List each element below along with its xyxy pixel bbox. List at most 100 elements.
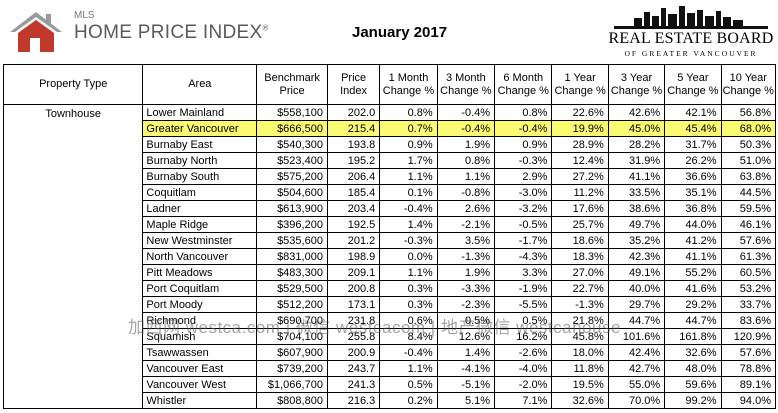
value-cell: 215.4 [326, 120, 381, 137]
value-cell: 41.1% [607, 168, 666, 185]
table-row: Ladner $613,900 203.4 -0.4% 2.6% -3.2% 17.6% 38… [4, 200, 777, 217]
area-cell: Greater Vancouver [142, 120, 258, 137]
value-cell: $704,100 [256, 328, 328, 345]
value-cell: 57.6% [720, 232, 777, 249]
value-cell: 44.0% [664, 216, 722, 233]
value-cell: -2.0% [494, 376, 553, 393]
value-cell: 55.2% [664, 264, 722, 281]
column-header: Property Type [2, 64, 144, 105]
value-cell: 57.6% [720, 344, 777, 361]
value-cell: -0.4% [436, 120, 496, 137]
value-cell: 216.3 [326, 392, 381, 409]
value-cell: 35.2% [607, 232, 666, 249]
value-cell: 11.2% [551, 184, 609, 201]
value-cell: 0.8% [379, 104, 438, 121]
value-cell: $613,900 [256, 200, 328, 217]
table-body: Townhouse Lower Mainland $558,100 202.0 0.8%… [2, 104, 777, 409]
value-cell: -0.4% [379, 200, 438, 217]
value-cell: 46.1% [720, 216, 777, 233]
value-cell: 44.7% [607, 312, 666, 329]
column-header: 10 Year Change % [720, 64, 777, 105]
board-subtitle: OF GREATER VANCOUVER [624, 49, 758, 58]
value-cell: 0.3% [379, 280, 438, 297]
value-cell: 0.0% [379, 248, 438, 265]
value-cell: -0.4% [379, 344, 438, 361]
value-cell: 5.1% [436, 392, 496, 409]
value-cell: 209.1 [326, 264, 381, 281]
value-cell: 41.6% [664, 280, 722, 297]
value-cell: 48.0% [664, 360, 722, 377]
value-cell: 120.9% [720, 328, 777, 345]
value-cell: -4.0% [494, 360, 553, 377]
value-cell: 1.9% [436, 136, 496, 153]
value-cell: -0.8% [436, 184, 496, 201]
value-cell: -0.5% [494, 216, 553, 233]
value-cell: 0.8% [494, 104, 553, 121]
area-cell: Richmond [142, 312, 258, 329]
value-cell: 0.5% [436, 312, 496, 329]
value-cell: 18.6% [551, 232, 609, 249]
value-cell: 1.1% [379, 360, 438, 377]
value-cell: 7.1% [494, 392, 553, 409]
value-cell: $535,600 [256, 232, 328, 249]
value-cell: 243.7 [326, 360, 381, 377]
value-cell: 241.3 [326, 376, 381, 393]
value-cell: 83.6% [720, 312, 777, 329]
value-cell: 206.4 [326, 168, 381, 185]
value-cell: 99.2% [664, 392, 722, 409]
value-cell: 59.5% [720, 200, 777, 217]
value-cell: -1.3% [551, 296, 609, 313]
value-cell: 31.9% [607, 152, 666, 169]
area-cell: Maple Ridge [142, 216, 258, 233]
value-cell: 19.9% [551, 120, 609, 137]
area-cell: Coquitlam [142, 184, 258, 201]
value-cell: 12.6% [436, 328, 496, 345]
value-cell: 195.2 [326, 152, 381, 169]
value-cell: $666,500 [256, 120, 328, 137]
value-cell: 50.3% [720, 136, 777, 153]
value-cell: $540,300 [256, 136, 328, 153]
value-cell: -2.1% [436, 216, 496, 233]
value-cell: 61.3% [720, 248, 777, 265]
mls-title: HOME PRICE INDEX® [74, 22, 269, 43]
value-cell: 0.5% [379, 376, 438, 393]
house-logo-icon [10, 12, 62, 52]
value-cell: 41.2% [664, 232, 722, 249]
value-cell: -5.5% [494, 296, 553, 313]
value-cell: 1.1% [379, 264, 438, 281]
value-cell: $690,700 [256, 312, 328, 329]
value-cell: 8.4% [379, 328, 438, 345]
value-cell: 203.4 [326, 200, 381, 217]
area-cell: Pitt Meadows [142, 264, 258, 281]
value-cell: 16.2% [494, 328, 553, 345]
table-row: Townhouse Lower Mainland $558,100 202.0 0.8%… [2, 104, 777, 409]
value-cell: 40.0% [607, 280, 666, 297]
value-cell: $558,100 [256, 104, 328, 121]
value-cell: 0.1% [379, 184, 438, 201]
area-cell: Lower Mainland [142, 104, 258, 121]
table-row: Vancouver East $739,200 243.7 1.1% -4.1% -4.0… [4, 360, 777, 377]
value-cell: $739,200 [256, 360, 328, 377]
area-cell: Burnaby East [142, 136, 258, 153]
column-header: 1 Year Change % [551, 64, 609, 105]
value-cell: 255.8 [326, 328, 381, 345]
value-cell: -3.2% [494, 200, 553, 217]
value-cell: 56.8% [720, 104, 777, 121]
value-cell: 32.6% [664, 344, 722, 361]
value-cell: 201.2 [326, 232, 381, 249]
value-cell: 78.8% [720, 360, 777, 377]
area-cell: Burnaby North [142, 152, 258, 169]
value-cell: -4.3% [494, 248, 553, 265]
value-cell: 2.9% [494, 168, 553, 185]
city-skyline-icon [614, 6, 768, 29]
value-cell: 45.4% [664, 120, 722, 137]
table-row: Port Coquitlam $529,500 200.8 0.3% -3.3% -1.9… [4, 280, 777, 297]
value-cell: -1.9% [494, 280, 553, 297]
value-cell: -1.3% [436, 248, 496, 265]
value-cell: 27.2% [551, 168, 609, 185]
value-cell: 22.6% [551, 104, 609, 121]
hpi-table: Property Type Area Benchmark Price Price… [2, 64, 777, 409]
value-cell: 173.1 [326, 296, 381, 313]
table-row: Squamish $704,100 255.8 8.4% 12.6% 16.2% 45.8%… [4, 328, 777, 345]
value-cell: 0.2% [379, 392, 438, 409]
